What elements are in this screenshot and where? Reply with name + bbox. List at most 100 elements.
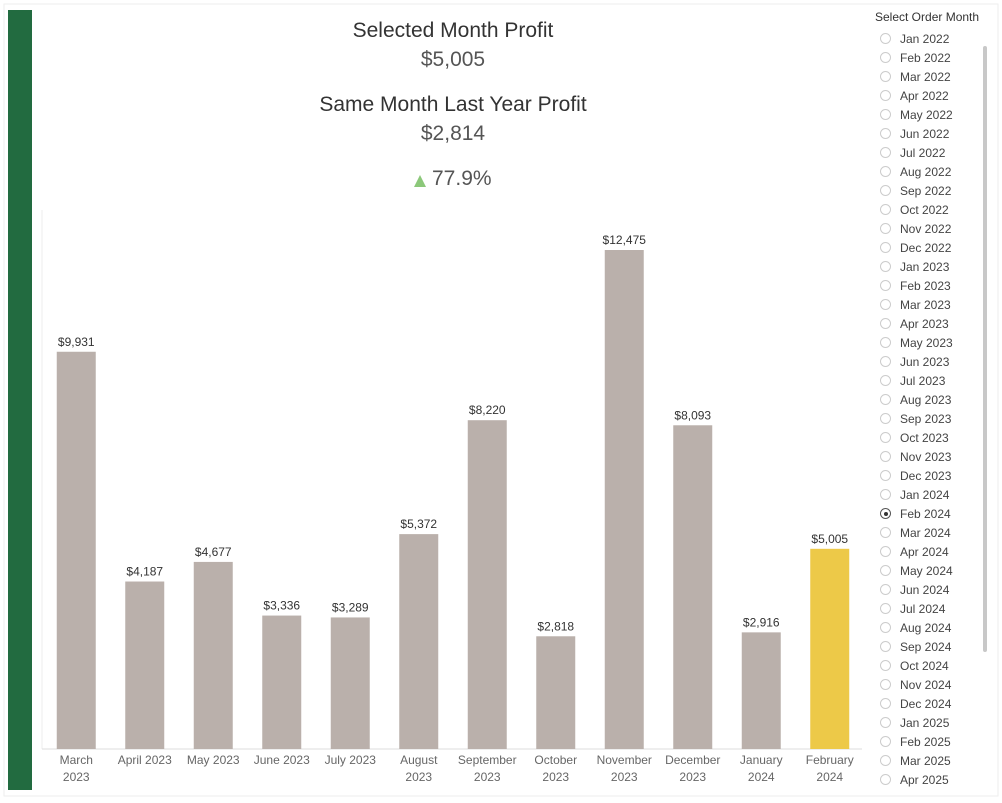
radio[interactable] <box>880 774 891 786</box>
option-label[interactable]: Dec 2024 <box>900 697 952 711</box>
radio-option[interactable]: Apr 2024 <box>880 543 949 562</box>
radio[interactable] <box>880 147 891 159</box>
radio[interactable] <box>880 166 891 178</box>
option-label[interactable]: Aug 2024 <box>900 621 952 635</box>
option-label[interactable]: Jul 2024 <box>900 602 946 616</box>
radio-option[interactable]: Dec 2024 <box>880 695 951 714</box>
radio-option[interactable]: Mar 2024 <box>880 524 951 543</box>
option-label[interactable]: Jan 2023 <box>900 260 950 274</box>
option-label[interactable]: Mar 2024 <box>900 526 951 540</box>
radio[interactable] <box>880 432 891 444</box>
option-label[interactable]: Jun 2023 <box>900 355 950 369</box>
option-label[interactable]: Jul 2023 <box>900 374 946 388</box>
radio-option[interactable]: Sep 2024 <box>880 638 951 657</box>
radio[interactable] <box>880 299 891 311</box>
radio-option[interactable]: Feb 2025 <box>880 733 951 752</box>
option-label[interactable]: Sep 2023 <box>900 412 952 426</box>
radio-option[interactable]: Jan 2022 <box>880 30 949 49</box>
option-label[interactable]: Feb 2022 <box>900 51 951 65</box>
radio[interactable] <box>880 356 891 368</box>
radio-option[interactable]: Jan 2024 <box>880 486 949 505</box>
option-label[interactable]: Apr 2022 <box>900 89 949 103</box>
radio[interactable] <box>880 394 891 406</box>
radio-option[interactable]: Feb 2024 <box>880 505 951 524</box>
radio[interactable] <box>880 261 891 273</box>
radio[interactable] <box>880 584 891 596</box>
radio[interactable] <box>880 755 891 767</box>
option-label[interactable]: Feb 2024 <box>900 507 951 521</box>
radio[interactable] <box>880 641 891 653</box>
radio-option[interactable]: Jun 2024 <box>880 581 949 600</box>
radio[interactable] <box>880 185 891 197</box>
radio-option[interactable]: May 2023 <box>880 334 953 353</box>
radio-option[interactable]: Sep 2023 <box>880 410 951 429</box>
option-label[interactable]: Oct 2022 <box>900 203 949 217</box>
radio-option[interactable]: Jan 2023 <box>880 258 949 277</box>
radio-option[interactable]: Mar 2023 <box>880 296 951 315</box>
option-label[interactable]: Apr 2024 <box>900 545 949 559</box>
option-label[interactable]: Mar 2025 <box>900 754 951 768</box>
radio[interactable] <box>880 546 891 558</box>
option-label[interactable]: Jan 2024 <box>900 488 950 502</box>
option-label[interactable]: Sep 2022 <box>900 184 952 198</box>
radio-option[interactable]: Jun 2023 <box>880 353 949 372</box>
radio[interactable] <box>880 489 891 501</box>
option-label[interactable]: Sep 2024 <box>900 640 952 654</box>
radio-option[interactable]: Mar 2025 <box>880 752 951 771</box>
radio-option[interactable]: Oct 2022 <box>880 201 949 220</box>
radio[interactable] <box>880 413 891 425</box>
radio-option[interactable]: Apr 2025 <box>880 771 949 790</box>
radio[interactable] <box>880 679 891 691</box>
radio[interactable] <box>880 109 891 121</box>
option-label[interactable]: Jun 2022 <box>900 127 950 141</box>
option-label[interactable]: Dec 2022 <box>900 241 952 255</box>
radio-option[interactable]: May 2022 <box>880 106 953 125</box>
radio-option[interactable]: Feb 2023 <box>880 277 951 296</box>
radio-option[interactable]: Dec 2023 <box>880 467 951 486</box>
radio[interactable] <box>880 527 891 539</box>
option-label[interactable]: Nov 2022 <box>900 222 952 236</box>
option-label[interactable]: Aug 2023 <box>900 393 952 407</box>
radio-option[interactable]: Feb 2022 <box>880 49 951 68</box>
radio[interactable] <box>880 375 891 387</box>
radio-option[interactable]: Jul 2024 <box>880 600 945 619</box>
radio-option[interactable]: Apr 2022 <box>880 87 949 106</box>
scrollbar[interactable] <box>983 46 987 652</box>
radio[interactable] <box>880 470 891 482</box>
radio-option[interactable]: Jul 2023 <box>880 372 945 391</box>
option-label[interactable]: Apr 2023 <box>900 317 949 331</box>
radio[interactable] <box>880 736 891 748</box>
radio[interactable] <box>880 508 891 520</box>
radio-option[interactable]: Mar 2022 <box>880 68 951 87</box>
option-label[interactable]: Feb 2025 <box>900 735 951 749</box>
radio[interactable] <box>880 52 891 64</box>
radio-option[interactable]: Jun 2022 <box>880 125 949 144</box>
radio-option[interactable]: Sep 2022 <box>880 182 951 201</box>
radio[interactable] <box>880 280 891 292</box>
radio-option[interactable]: Nov 2024 <box>880 676 951 695</box>
radio-option[interactable]: Aug 2024 <box>880 619 951 638</box>
radio[interactable] <box>880 242 891 254</box>
option-label[interactable]: May 2022 <box>900 108 953 122</box>
option-label[interactable]: Aug 2022 <box>900 165 952 179</box>
option-label[interactable]: Jul 2022 <box>900 146 946 160</box>
option-label[interactable]: Mar 2023 <box>900 298 951 312</box>
radio[interactable] <box>880 603 891 615</box>
radio[interactable] <box>880 318 891 330</box>
option-label[interactable]: Apr 2025 <box>900 773 949 787</box>
radio[interactable] <box>880 33 891 45</box>
radio[interactable] <box>880 337 891 349</box>
radio[interactable] <box>880 71 891 83</box>
option-label[interactable]: May 2024 <box>900 564 953 578</box>
radio[interactable] <box>880 717 891 729</box>
radio[interactable] <box>880 204 891 216</box>
option-label[interactable]: May 2023 <box>900 336 953 350</box>
option-label[interactable]: Oct 2024 <box>900 659 949 673</box>
radio[interactable] <box>880 698 891 710</box>
radio[interactable] <box>880 128 891 140</box>
option-label[interactable]: Oct 2023 <box>900 431 949 445</box>
radio[interactable] <box>880 660 891 672</box>
radio[interactable] <box>880 451 891 463</box>
option-label[interactable]: Jan 2025 <box>900 716 950 730</box>
radio-option[interactable]: Apr 2023 <box>880 315 949 334</box>
